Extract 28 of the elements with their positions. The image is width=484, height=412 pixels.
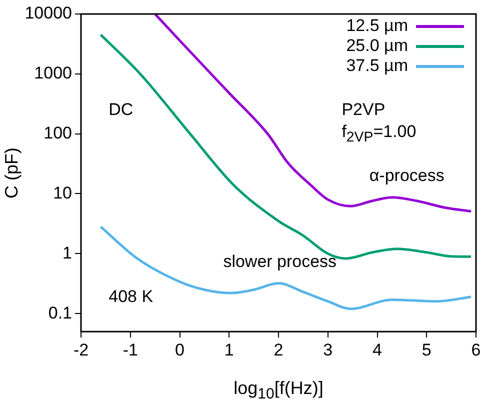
annotation: α-process: [369, 166, 444, 186]
x-tick-label: 5: [422, 340, 432, 360]
annotation: slower process: [223, 252, 337, 272]
x-tick-label: 2: [274, 340, 284, 360]
line-series: [100, 226, 472, 310]
y-axis-title: C (pF): [2, 147, 22, 198]
y-tick-label: 10: [53, 183, 72, 202]
annotation: f$_{2VP}$=1.00: [342, 122, 416, 146]
x-tick-label: 3: [323, 340, 333, 360]
legend-label: 25.0 µm: [346, 36, 408, 56]
line-series: [154, 14, 472, 213]
y-tick-label: 100: [44, 124, 72, 143]
y-tick-label: 1: [62, 243, 72, 262]
y-tick-label: 1000: [34, 64, 72, 83]
x-tick-label: 6: [471, 340, 481, 360]
x-tick-label: -1: [122, 340, 138, 360]
x-tick-label: 1: [224, 340, 234, 360]
x-tick-label: 4: [372, 340, 382, 360]
annotation: P2VP: [342, 100, 386, 120]
x-tick-label: 0: [175, 340, 184, 360]
annotation: DC: [108, 100, 134, 120]
y-tick-label: 0.1: [48, 303, 72, 322]
x-axis-title: log$_{10}$[f(Hz)]: [234, 378, 324, 403]
legend-label: 12.5 µm: [346, 16, 408, 36]
x-tick-label: -2: [73, 340, 89, 360]
annotation: 408 K: [108, 287, 154, 308]
y-tick-label: 10000: [24, 4, 72, 23]
legend-label: 37.5 µm: [346, 56, 408, 76]
